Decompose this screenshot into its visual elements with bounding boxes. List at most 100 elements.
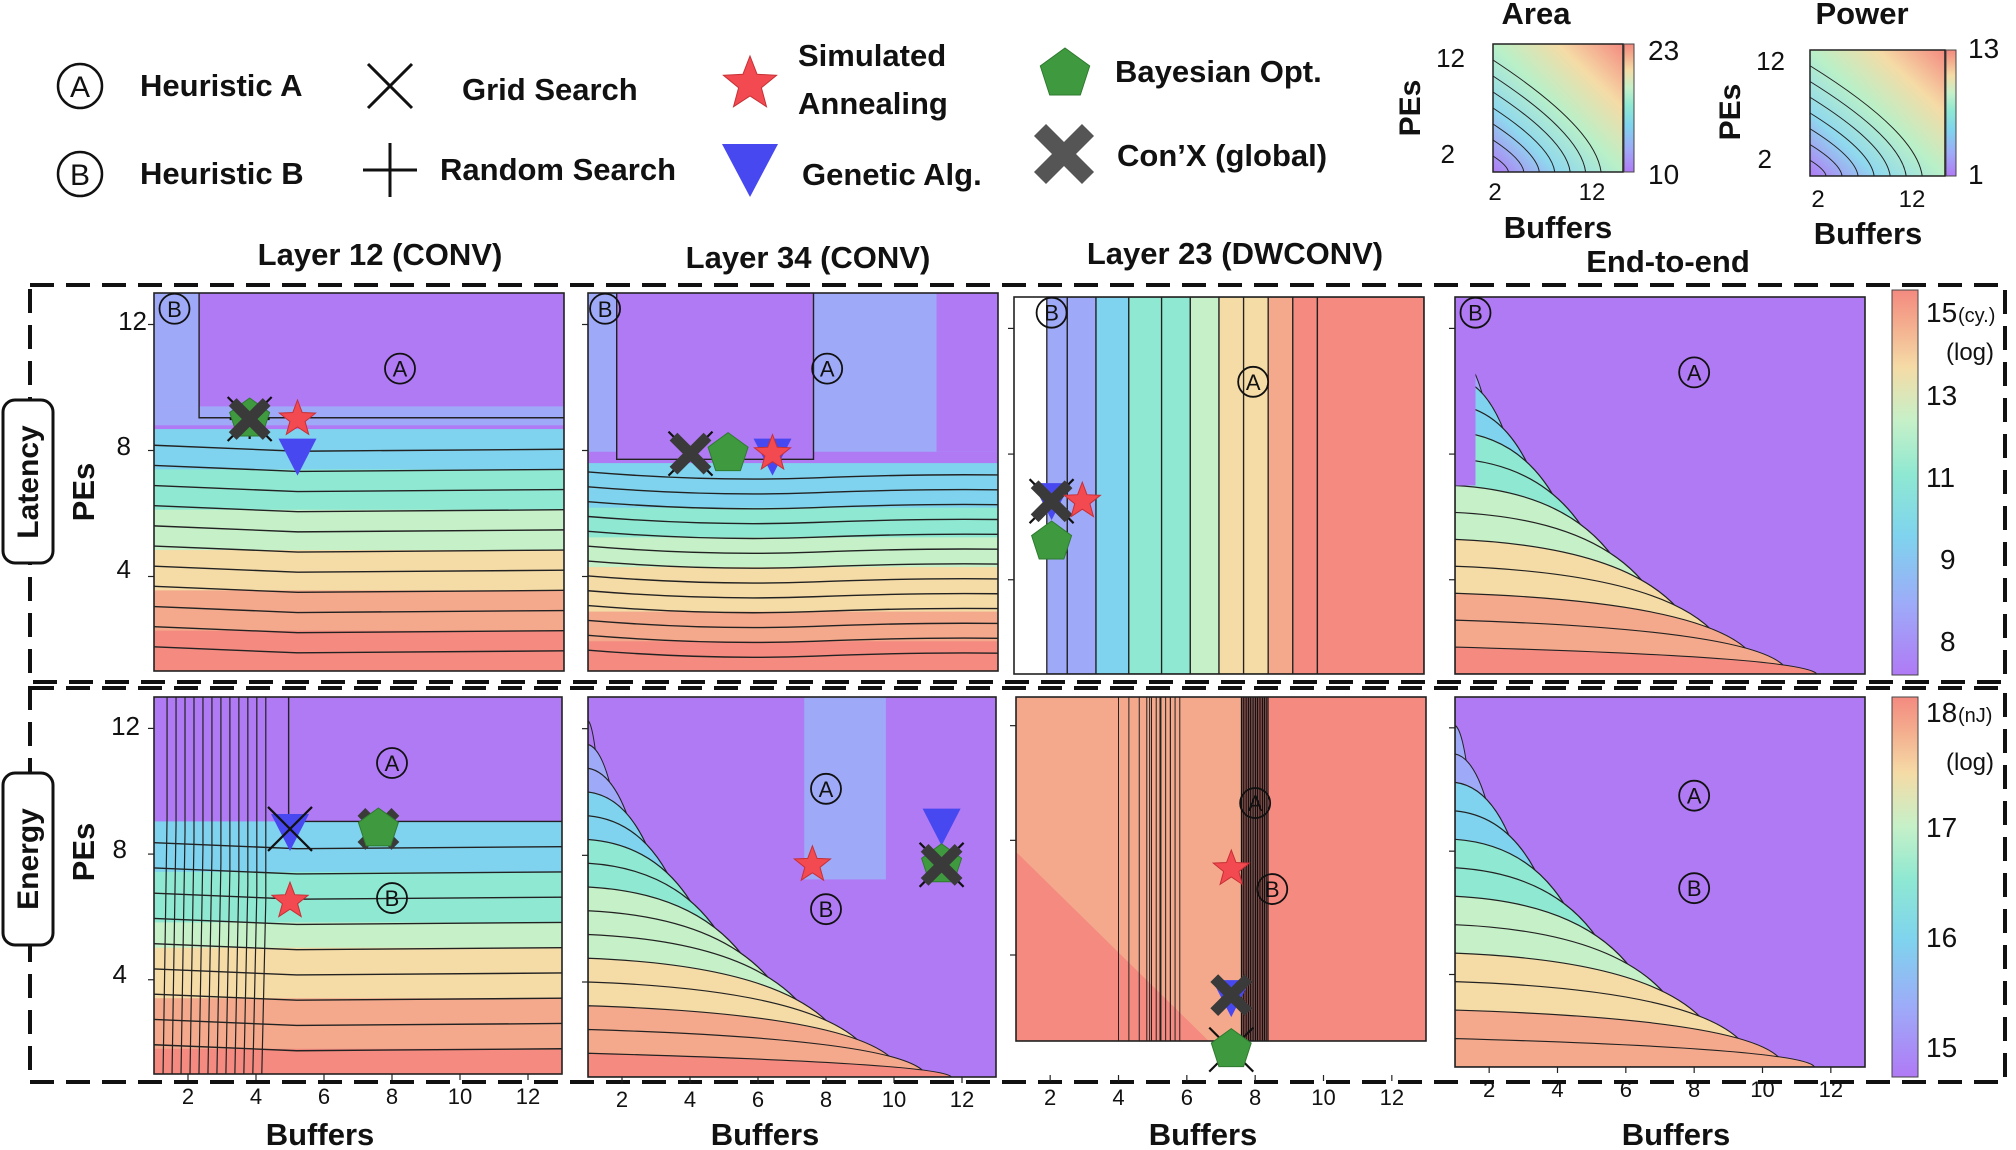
inset-xlabel: Buffers [1504,210,1613,245]
contour-line [154,968,562,976]
colorbar-tick: 15 [1926,1032,1957,1063]
inset-ytick: 12 [1436,43,1465,73]
heuristic-a-marker [811,352,844,385]
contour-band [1128,297,1163,674]
contour-line [588,500,998,510]
contour-line [171,697,177,1074]
contour-band [154,449,564,471]
blue-triangle-marker [278,438,317,476]
heuristic-a-label: A [819,777,834,802]
colorbar-tick: 8 [1940,626,1956,657]
contour-band [1292,297,1319,674]
contour-band [1160,297,1191,674]
green-pentagon-marker [1210,1027,1252,1068]
colorbar-tick: 13 [1926,380,1957,411]
panel-latency-end-to-end: AB [1449,296,1866,675]
contour-band [154,972,562,1000]
x-tick-label: 8 [386,1084,398,1109]
x-tick-label: 2 [616,1087,628,1112]
heuristic-b-marker [158,292,191,325]
x-axis-label: Buffers [1622,1117,1731,1150]
contour-line [154,646,564,654]
heuristic-b-label: B [167,297,182,322]
legend-item-grid-search: Grid Search [366,62,638,110]
contour-line [225,697,231,1074]
contour-band [1578,697,1865,882]
contour-band [154,947,562,974]
contour-line [154,867,562,875]
heuristic-a-label: A [1246,370,1261,395]
contour-band [588,1052,953,1077]
contour-band [154,846,562,873]
contour-band [588,656,998,671]
colorbar-tick: 18 [1926,697,1957,728]
x-tick-label: 12 [516,1084,540,1109]
legend-label: Annealing [798,86,948,121]
green-pentagon-marker [1031,520,1073,560]
inset-ylabel: PEs [1714,84,1747,141]
contour-line [588,486,998,495]
contour-line [198,293,564,419]
contour-band [1218,297,1245,674]
contour-band [154,570,564,592]
legend-label: Heuristic B [140,156,304,191]
panel-plot-area [1455,697,1865,1067]
inset-xtick: 2 [1488,179,1501,206]
row-label-text: Energy [12,808,45,910]
contour-band [154,630,564,652]
contour-band [154,509,564,531]
heuristic-a-marker [1678,356,1711,389]
column-title: Layer 23 (DWCONV) [1087,236,1383,271]
x-tick-label: 6 [1181,1085,1193,1110]
contour-line [154,625,564,634]
contour-line [180,697,186,1074]
contour-line [588,590,998,599]
contour-band [154,998,562,1025]
inset-xtick: 12 [1899,186,1926,213]
contour-line [588,575,998,584]
contour-band [154,406,564,426]
heuristic-a-label: A [1248,791,1263,816]
heuristic-a-label: A [1687,360,1702,385]
x-axis-label: Buffers [266,1117,375,1150]
contour-band [588,293,617,452]
contour-band [1267,297,1294,674]
contour-line [243,697,249,1074]
black-cross-marker [669,432,712,475]
contour-line [588,545,998,555]
x-axis-label: Buffers [711,1117,820,1150]
x-tick-label: 2 [182,1084,194,1109]
inset-power: Power 12 2 PEs 2 12 Buffers 13 1 [1714,0,1999,251]
colorbar-unit: (cy.) [1958,305,1995,327]
inset-ytick: 12 [1756,46,1785,76]
column-title: End-to-end [1586,244,1750,279]
heuristic-b-label: B [1687,876,1702,901]
contour-line [154,565,564,573]
row-label-box [1,398,55,565]
x-axis-label: Buffers [1149,1117,1258,1150]
contour-band [154,469,564,491]
inset-contour-line [1809,112,1875,177]
contour-line [154,525,564,533]
x-tick-label: 8 [1688,1077,1700,1102]
x-tick-label: 4 [1551,1077,1563,1102]
x-tick-label: 8 [1249,1085,1261,1110]
legend-item-heuristic-b: B Heuristic B [56,150,304,198]
contour-line [154,605,564,614]
heuristic-b-label: B [1468,301,1483,326]
heuristic-b-label: B [1265,877,1280,902]
column-title: Layer 12 (CONV) [258,237,503,272]
x-tick-label: 8 [820,1087,832,1112]
panel-frame [587,292,999,672]
colorbar-scale: (log) [1946,749,1994,776]
contour-line [198,697,204,1074]
black-cross-marker [1030,480,1073,523]
legend-item-conx-global: Con’X (global) [1033,123,1327,185]
contour-band [1455,646,1818,674]
column-title: Layer 34 (CONV) [686,240,931,275]
contour-line [189,697,195,1074]
panel-latency-layer-34-conv-: AB [582,292,999,672]
contour-line [588,471,998,480]
